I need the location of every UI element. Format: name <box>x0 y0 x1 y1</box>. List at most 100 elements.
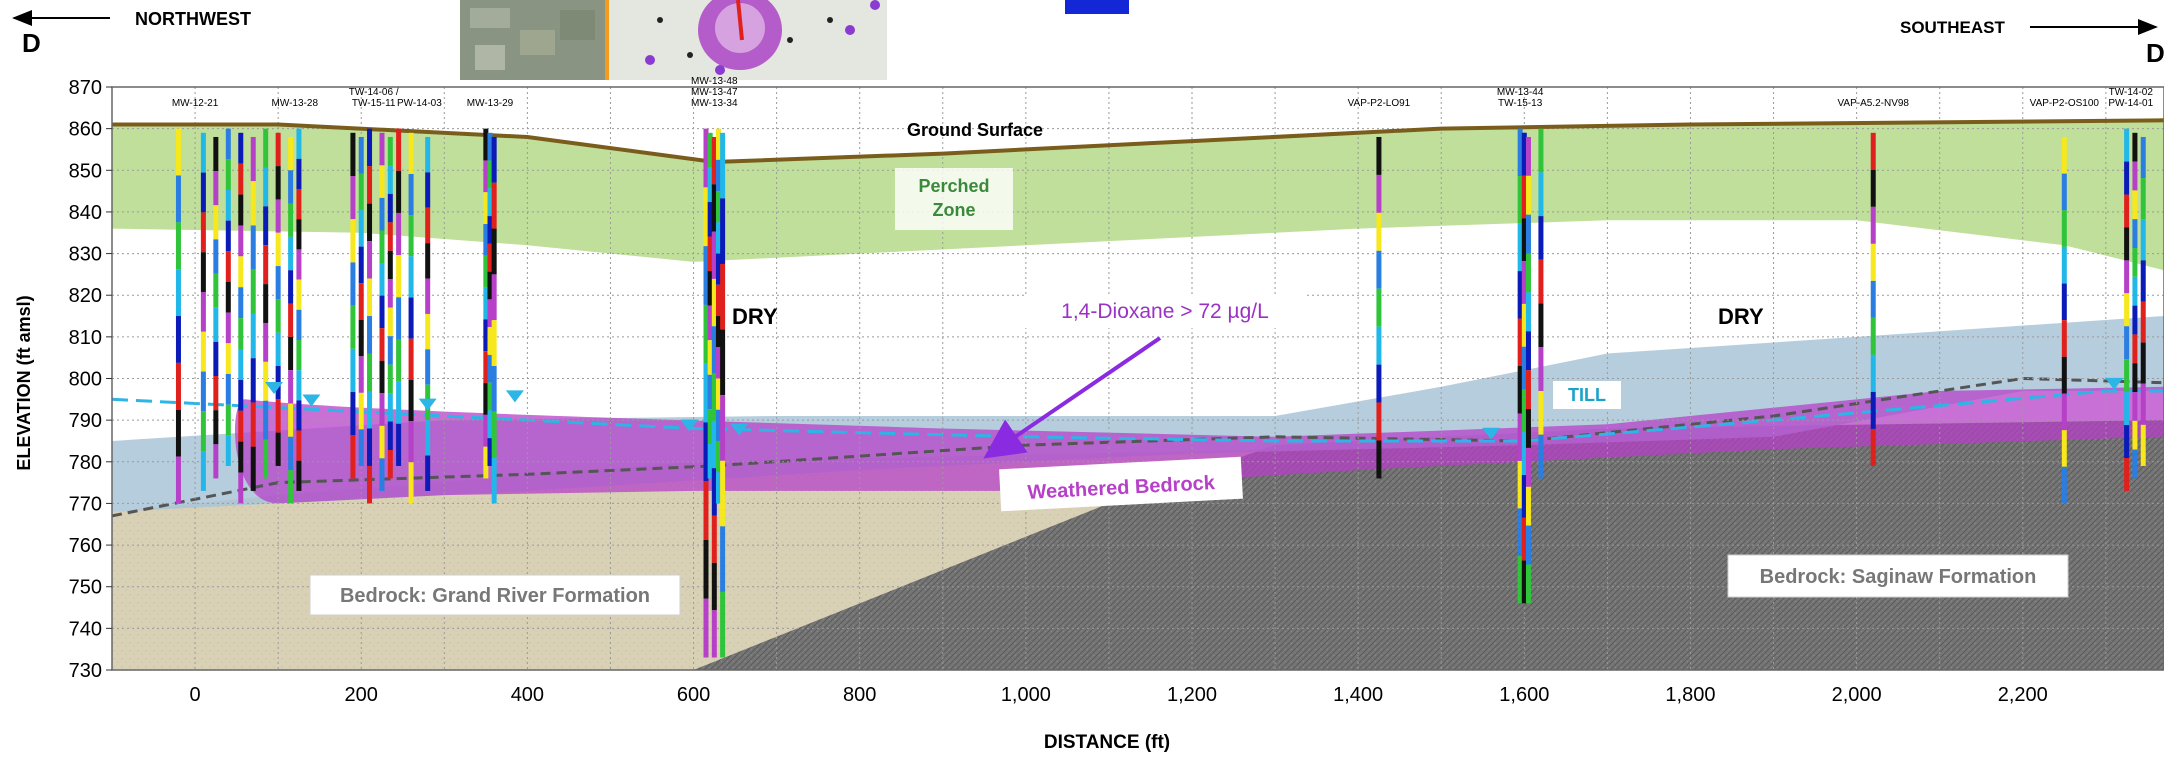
well-segment <box>1871 244 1876 281</box>
y-tick-label: 840 <box>69 202 102 224</box>
well-segment <box>2132 306 2137 335</box>
well-segment <box>226 251 231 282</box>
well-segment <box>238 133 243 164</box>
well-segment <box>492 458 497 504</box>
well-segment <box>425 172 430 207</box>
well-segment <box>238 442 243 473</box>
well-segment <box>238 225 243 256</box>
well-segment <box>367 279 372 316</box>
well-segment <box>492 274 497 320</box>
well-segment <box>251 181 256 225</box>
well-segment <box>288 370 293 403</box>
well-segment <box>251 314 256 358</box>
x-tick-label: 0 <box>190 684 201 706</box>
well-segment <box>201 292 206 332</box>
well-segment <box>2062 430 2067 467</box>
well-segment <box>425 420 430 455</box>
well-segment <box>380 296 385 329</box>
well-segment <box>350 176 355 219</box>
well-label: MW-13-44 <box>1497 87 1544 98</box>
well-segment <box>2062 137 2067 174</box>
well-segment <box>380 133 385 166</box>
well-segment <box>350 306 355 349</box>
well-segment <box>2062 357 2067 394</box>
well-segment <box>201 451 206 491</box>
well-segment <box>2132 277 2137 306</box>
well-segment <box>1538 260 1543 304</box>
well-segment <box>2141 384 2146 425</box>
well-segment <box>176 269 181 316</box>
well-segment <box>409 339 414 380</box>
well-segment <box>409 174 414 215</box>
well-segment <box>296 249 301 279</box>
y-axis-label: ELEVATION (ft amsl) <box>14 295 34 470</box>
x-tick-label: 800 <box>843 684 876 706</box>
northwest-label: NORTHWEST <box>135 9 251 29</box>
well-segment <box>1526 215 1531 254</box>
well-segment <box>2141 301 2146 342</box>
well-segment <box>359 174 364 211</box>
well-label: MW-13-48 <box>691 76 738 87</box>
well-segment <box>213 376 218 410</box>
well-segment <box>2062 284 2067 321</box>
well-segment <box>388 308 393 336</box>
well-segment <box>1526 292 1531 331</box>
well-segment <box>380 165 385 198</box>
section-start-label: D <box>22 28 41 58</box>
well-segment <box>367 166 372 203</box>
x-axis-label: DISTANCE (ft) <box>1044 732 1170 753</box>
well-segment <box>712 610 717 657</box>
y-tick-label: 800 <box>69 369 102 391</box>
perched-zone-label-line1: Perched <box>918 176 989 196</box>
well-segment <box>276 433 281 466</box>
well-segment <box>276 133 281 166</box>
well-segment <box>226 343 231 374</box>
well-segment <box>396 171 401 213</box>
well-segment <box>367 391 372 428</box>
well-segment <box>2132 190 2137 219</box>
well-segment <box>1538 304 1543 348</box>
saginaw-label: Bedrock: Saginaw Formation <box>1760 566 2037 588</box>
well-label: TW-14-06 / <box>349 87 399 98</box>
well-label: TW-15-13 <box>1498 98 1543 109</box>
well-label: TW-14-02 <box>2109 87 2154 98</box>
well-segment <box>1376 213 1381 251</box>
well-segment <box>425 243 430 278</box>
well-segment <box>2062 210 2067 247</box>
well-segment <box>2124 129 2129 162</box>
well-segment <box>296 431 301 461</box>
well-segment <box>263 245 268 284</box>
well-segment <box>1526 565 1531 604</box>
well-segment <box>226 374 231 405</box>
well-segment <box>350 435 355 478</box>
grand-river-label: Bedrock: Grand River Formation <box>340 585 650 607</box>
well-segment <box>1526 176 1531 215</box>
well-segment <box>238 287 243 318</box>
well-segment <box>1526 137 1531 176</box>
well-segment <box>251 447 256 491</box>
well-segment <box>288 304 293 337</box>
well-segment <box>720 264 725 330</box>
well-segment <box>388 422 393 450</box>
well-segment <box>2124 162 2129 195</box>
well-segment <box>720 592 725 658</box>
y-tick-label: 780 <box>69 452 102 474</box>
well-segment <box>238 473 243 504</box>
well-segment <box>367 129 372 166</box>
well-segment <box>388 137 393 165</box>
well-segment <box>2124 458 2129 491</box>
y-tick-label: 790 <box>69 410 102 432</box>
well-segment <box>251 137 256 181</box>
well-segment <box>396 297 401 339</box>
well-segment <box>492 137 497 183</box>
well-segment <box>425 137 430 172</box>
well-segment <box>263 284 268 323</box>
well-segment <box>1871 281 1876 318</box>
well-segment <box>296 219 301 249</box>
well-segment <box>276 333 281 366</box>
section-end-label: D' <box>2146 38 2164 68</box>
well-segment <box>396 339 401 381</box>
well-segment <box>409 380 414 421</box>
well-segment <box>288 270 293 303</box>
well-segment <box>226 159 231 190</box>
